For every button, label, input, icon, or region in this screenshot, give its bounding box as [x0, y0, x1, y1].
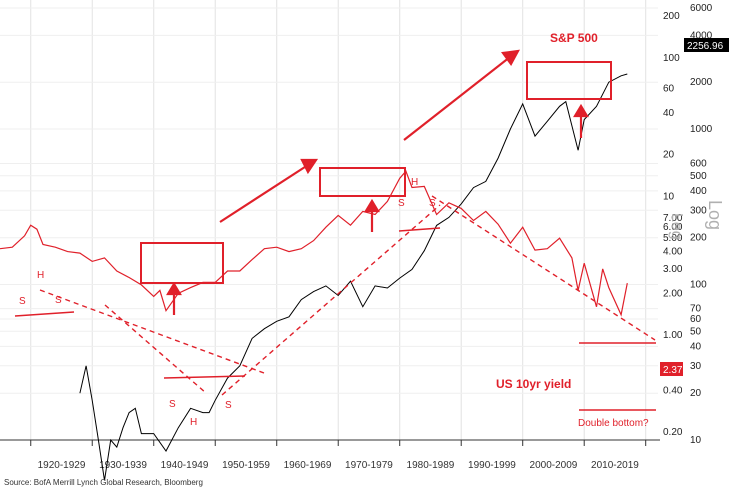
y-outer-tick-label: 60	[690, 314, 702, 325]
y-outer-tick-label: 600	[690, 158, 707, 169]
yield-series-label: US 10yr yield	[496, 377, 571, 391]
gridlines	[0, 0, 658, 441]
neckline-1920s	[14, 311, 75, 317]
y-outer-tick-label: 50	[690, 326, 702, 337]
yield-line	[0, 170, 628, 317]
x-tick-label: 1920-1929	[38, 460, 86, 471]
box-1940s	[140, 242, 224, 284]
spx-line	[79, 73, 628, 481]
x-tick-label: 1960-1969	[284, 460, 332, 471]
neckline-1980s	[398, 227, 441, 232]
y-outer-tick-label: 30	[690, 361, 702, 372]
h-label-1: H	[37, 270, 44, 281]
y-inner-tick-label: 10	[663, 191, 675, 202]
trendline-down-1b	[104, 304, 207, 394]
y-inner-tick-label: 1.00	[663, 330, 683, 341]
s-label-2b: S	[225, 400, 232, 411]
x-axis-ticks: 1920-1929 1930-1939 1940-1949 1950-1959 1960…	[30, 440, 647, 471]
y-outer-tick-label: 20	[690, 388, 702, 399]
necklines	[14, 227, 656, 411]
y-inner-tick-label: 4.00	[663, 247, 683, 258]
y-outer-tick-label: 70	[690, 304, 702, 315]
arrow-head-2000s	[573, 103, 589, 118]
hs-letters: H S S H S S H S S	[19, 177, 436, 428]
arrow-head-1940s	[166, 281, 182, 296]
trend-arrows	[219, 49, 520, 223]
y-outer-tick-label: 400	[690, 186, 707, 197]
arrow-head-1970s	[364, 198, 380, 213]
y-inner-tick-label: 200	[663, 11, 680, 22]
trendline-down-2	[431, 195, 656, 341]
s-label-3b: S	[429, 198, 436, 209]
y-inner-tick-label: 3.00	[663, 264, 683, 275]
y-inner-tick-label: 6.00	[663, 222, 683, 233]
support-arrows	[166, 103, 589, 315]
spx-value-box: 2256.96	[684, 38, 729, 52]
y-inner-tick-label: 2.00	[663, 288, 683, 299]
y-inner-tick-label: 0.40	[663, 385, 683, 396]
y-outer-tick-label: 40	[690, 341, 702, 352]
spx-series-label: S&P 500	[550, 31, 598, 45]
x-tick-label: 2010-2019	[591, 460, 639, 471]
trendline-down-1	[39, 289, 265, 374]
x-tick-label: 1950-1959	[222, 460, 270, 471]
x-tick-label: 1990-1999	[468, 460, 516, 471]
yield-value-text: 2.37	[663, 365, 683, 376]
spx-value-text: 2256.96	[687, 41, 724, 52]
y-outer-tick-label: 100	[690, 280, 707, 291]
trend-arrow-1	[219, 164, 309, 223]
x-tick-label: 1980-1989	[407, 460, 455, 471]
x-tick-label: 1940-1949	[161, 460, 209, 471]
trend-arrow-2-head	[501, 49, 520, 67]
s-label-1a: S	[19, 296, 26, 307]
trend-arrow-1-head	[300, 158, 319, 175]
trendline-up	[221, 204, 441, 396]
source-note: Source: BofA Merrill Lynch Global Resear…	[4, 478, 203, 487]
log-label-outer: Log	[705, 200, 725, 230]
box-1970s	[319, 167, 406, 197]
x-tick-label: 1930-1939	[99, 460, 147, 471]
y-inner-tick-label: 20	[663, 150, 675, 161]
x-tick-label: 1970-1979	[345, 460, 393, 471]
neckline-1940s	[163, 375, 246, 379]
y-inner-tick-label: 60	[663, 84, 675, 95]
y-inner-tick-label: 40	[663, 108, 675, 119]
y-inner-tick-label: 100	[663, 53, 680, 64]
h-label-3: H	[411, 177, 418, 188]
y-inner-tick-label: 7.00	[663, 213, 683, 224]
y-outer-tick-label: 6000	[690, 3, 713, 14]
y-inner-tick-label: 0.20	[663, 427, 683, 438]
yield-trendlines	[39, 195, 656, 396]
yield-value-box: 2.37	[660, 362, 683, 376]
s-label-2a: S	[169, 399, 176, 410]
double-bottom-label: Double bottom?	[578, 418, 649, 429]
consolidation-boxes	[140, 61, 612, 284]
box-2000s	[526, 61, 612, 100]
h-label-2: H	[190, 417, 197, 428]
s-label-1b: S	[55, 295, 62, 306]
y-outer-tick-label: 200	[690, 233, 707, 244]
y-outer-tick-label: 1000	[690, 124, 713, 135]
y-outer-tick-label: 10	[690, 435, 702, 446]
x-tick-label: 2000-2009	[530, 460, 578, 471]
y-outer-tick-label: 4000	[690, 30, 713, 41]
s-label-3a: S	[398, 198, 405, 209]
log-label-inner: Log	[668, 213, 685, 240]
trend-arrow-2	[403, 56, 511, 141]
y-outer-tick-label: 300	[690, 205, 707, 216]
y-inner-tick-label: 5.00	[663, 233, 683, 244]
y-outer-tick-label: 500	[690, 171, 707, 182]
y-outer-tick-label: 2000	[690, 77, 713, 88]
